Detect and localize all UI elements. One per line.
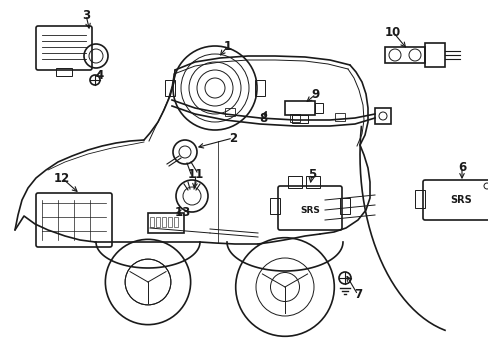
Text: 8: 8 [258, 112, 266, 125]
Text: 6: 6 [457, 161, 465, 174]
Text: 12: 12 [54, 171, 70, 185]
Bar [164, 80, 175, 96]
Text: 13: 13 [175, 206, 191, 219]
Text: 3: 3 [82, 9, 90, 22]
Bar [148, 213, 183, 233]
Text: SRS: SRS [300, 206, 319, 215]
Text: 10: 10 [384, 26, 400, 39]
Text: 2: 2 [228, 131, 237, 144]
Bar [174, 217, 178, 227]
Bar [168, 217, 172, 227]
Bar [314, 103, 323, 113]
Bar [224, 108, 235, 116]
Text: 7: 7 [353, 288, 361, 302]
Text: 1: 1 [224, 40, 232, 53]
Bar [374, 108, 390, 124]
Text: SRS: SRS [449, 195, 471, 205]
Text: 4: 4 [96, 68, 104, 81]
Bar [150, 217, 154, 227]
Bar [424, 43, 444, 67]
Text: 5: 5 [307, 167, 315, 180]
Bar [287, 176, 302, 188]
Bar [254, 80, 264, 96]
Bar [56, 68, 72, 76]
Bar [334, 113, 345, 121]
Bar [156, 217, 160, 227]
Bar [305, 176, 319, 188]
Text: 9: 9 [311, 87, 320, 100]
Bar [289, 114, 299, 122]
Bar [269, 198, 280, 214]
Text: 11: 11 [187, 167, 203, 180]
Bar [291, 115, 307, 123]
Bar [414, 190, 424, 208]
Bar [339, 198, 349, 214]
Bar [162, 217, 165, 227]
Bar [384, 47, 424, 63]
Bar [285, 101, 314, 115]
